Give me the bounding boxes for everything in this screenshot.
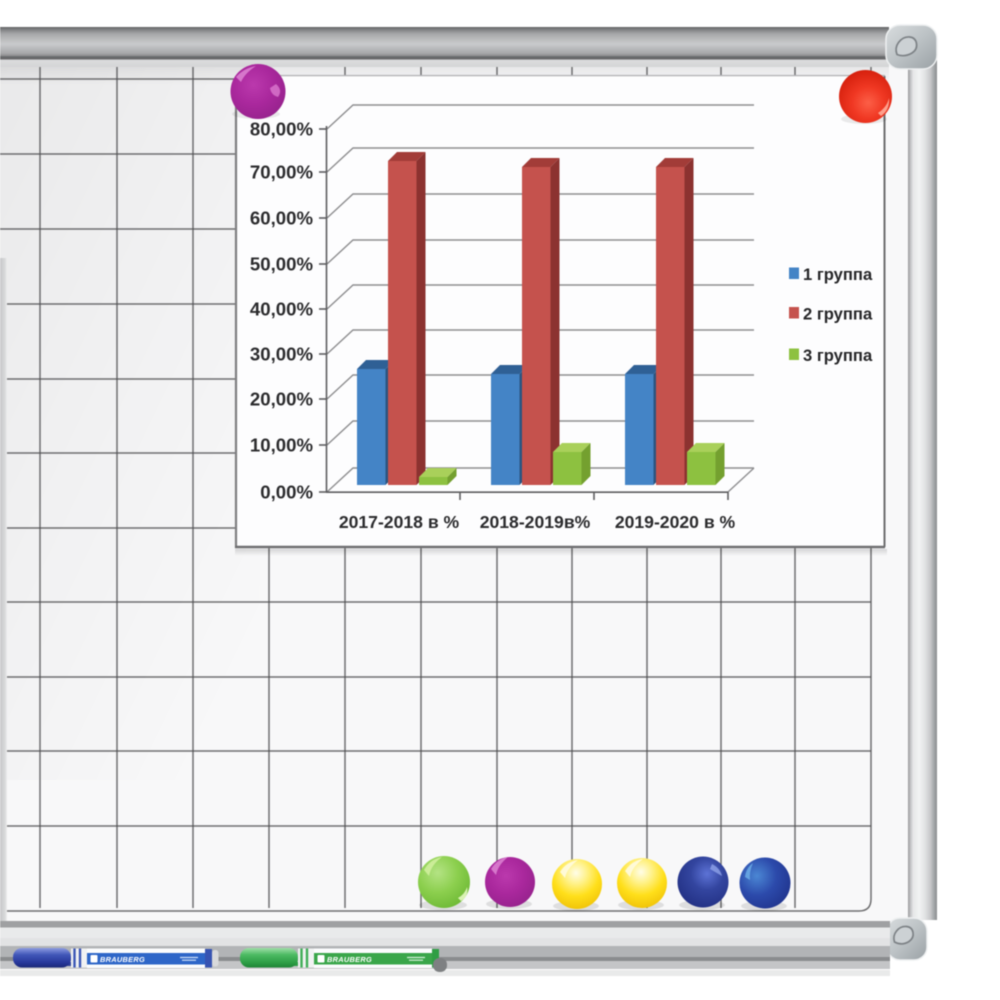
svg-text:2017-2018 в %: 2017-2018 в % xyxy=(339,512,460,532)
svg-text:30,00%: 30,00% xyxy=(250,344,314,365)
svg-text:40,00%: 40,00% xyxy=(250,299,314,320)
svg-text:2018-2019в%: 2018-2019в% xyxy=(480,512,591,532)
svg-text:2 группа: 2 группа xyxy=(803,305,873,324)
svg-text:20,00%: 20,00% xyxy=(250,389,314,410)
svg-text:BRAUBERG: BRAUBERG xyxy=(327,955,372,964)
svg-text:70,00%: 70,00% xyxy=(250,162,314,183)
svg-text:60,00%: 60,00% xyxy=(250,208,314,229)
svg-text:2019-2020 в %: 2019-2020 в % xyxy=(615,512,736,532)
svg-text:1 группа: 1 группа xyxy=(803,265,873,284)
svg-text:BRAUBERG: BRAUBERG xyxy=(100,955,145,964)
svg-text:0,00%: 0,00% xyxy=(260,482,313,503)
svg-text:10,00%: 10,00% xyxy=(250,435,314,456)
svg-text:50,00%: 50,00% xyxy=(250,254,314,275)
svg-text:80,00%: 80,00% xyxy=(250,119,314,140)
svg-text:3 группа: 3 группа xyxy=(803,346,873,365)
